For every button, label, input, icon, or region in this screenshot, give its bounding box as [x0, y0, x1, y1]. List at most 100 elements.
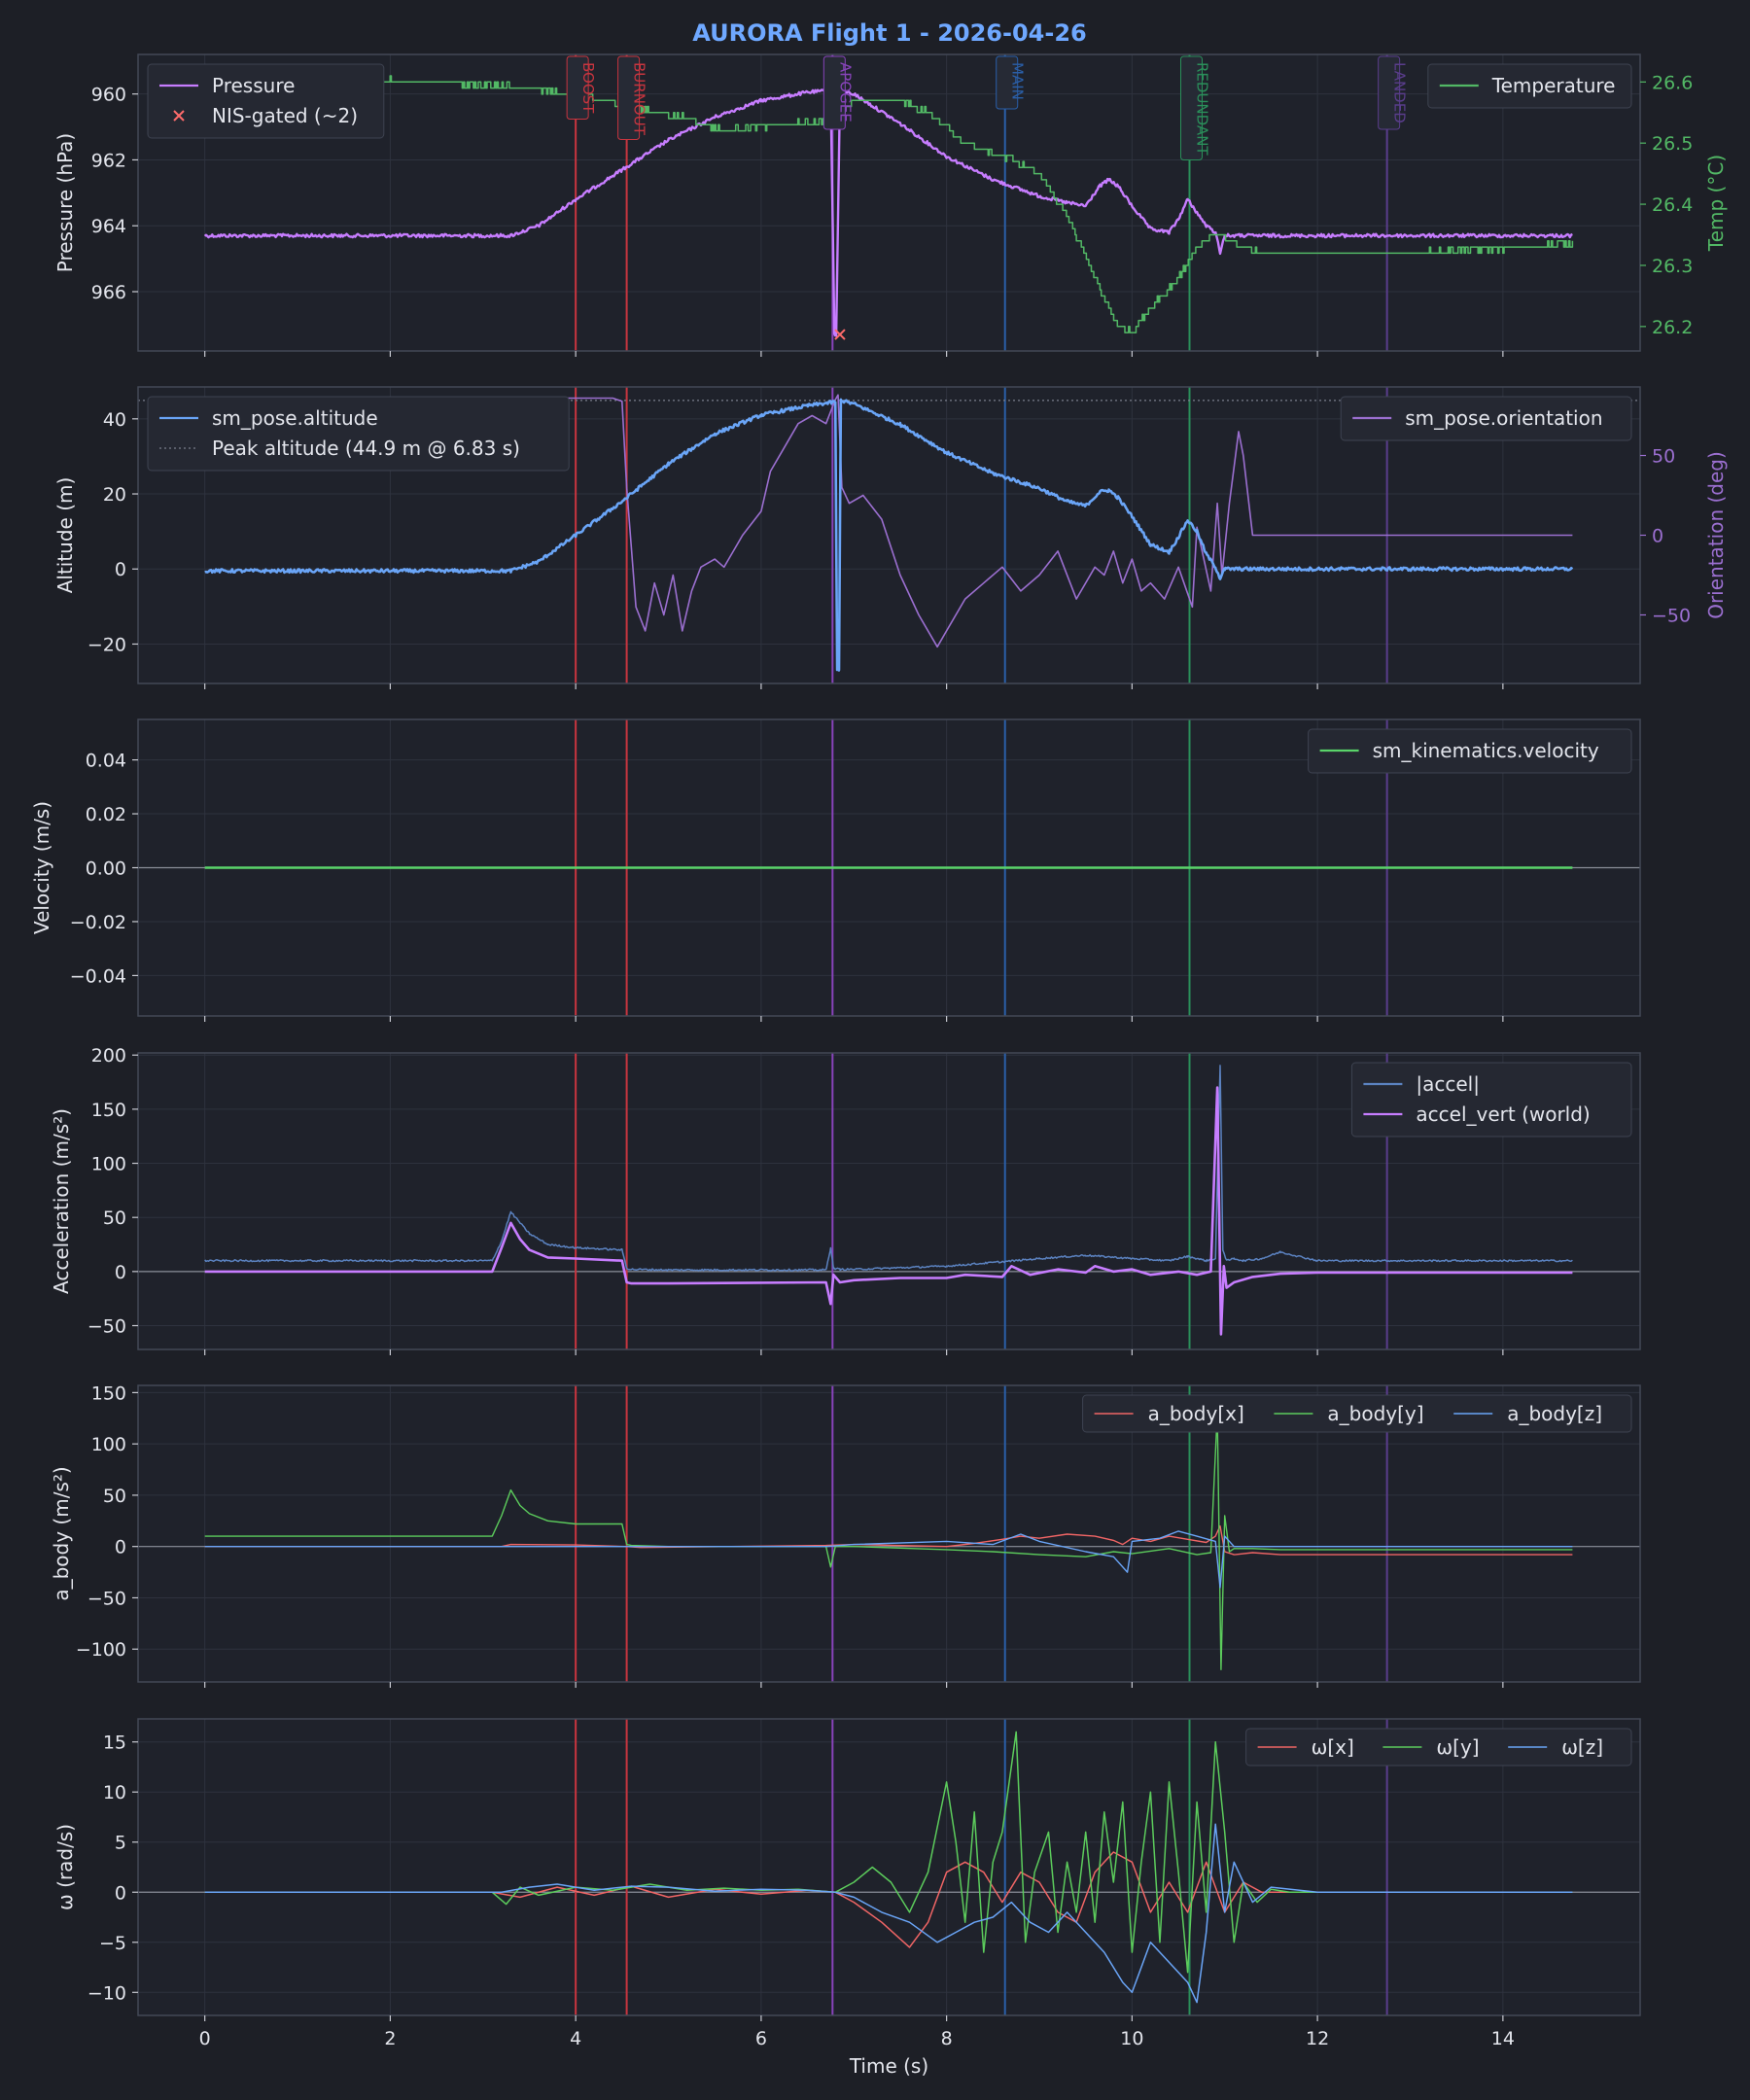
event-label-box-apogee	[822, 55, 846, 130]
series-group	[204, 1065, 1573, 1336]
y-tick-label: 100	[91, 1434, 126, 1455]
x-tick-label: 10	[1120, 2028, 1143, 2049]
y-axis-title: Acceleration (m/s²)	[50, 1108, 73, 1294]
y-tick-label: 5	[115, 1833, 126, 1854]
y2-tick-label: 26.5	[1652, 133, 1693, 155]
y-tick-label: 964	[91, 216, 126, 237]
event-label-box-landed	[1378, 55, 1401, 130]
x-tick-label: 4	[570, 2028, 581, 2049]
legend-label: sm_kinematics.velocity	[1373, 739, 1599, 762]
legend-top-right: a_body[x] a_body[y] a_body[z]	[1082, 1394, 1632, 1433]
y-axis-title: a_body (m/s²)	[50, 1466, 73, 1600]
plot-frame	[137, 1052, 1641, 1350]
nis-marker	[834, 329, 846, 340]
plot-area	[138, 1385, 1640, 1682]
series-group	[204, 1412, 1573, 1670]
legend-label: sm_pose.altitude	[212, 406, 378, 430]
y-tick-label: 0	[115, 1882, 126, 1904]
y-axis-title: Pressure (hPa)	[53, 133, 77, 272]
legend-label: a_body[y]	[1327, 1402, 1423, 1425]
series-sm-pose-orientation	[204, 394, 1573, 648]
x-tick-label: 0	[199, 2028, 211, 2049]
legend-label: ω[z]	[1561, 1735, 1603, 1759]
y-tick-label: 962	[91, 150, 126, 171]
plot-frame	[137, 53, 1641, 352]
legend-label: ω[x]	[1312, 1735, 1354, 1759]
x-ticks	[204, 683, 1504, 689]
x-ticks	[204, 1682, 1504, 1688]
y-tick-label: 15	[103, 1732, 126, 1754]
y-tick-label: −5	[99, 1933, 126, 1954]
series-group	[204, 1731, 1573, 2004]
legend-label: sm_pose.orientation	[1405, 406, 1602, 430]
y-tick-label: −0.02	[70, 912, 126, 933]
legend-top-left: sm_pose.altitude Peak altitude (44.9 m @ …	[147, 396, 570, 472]
y2-tick-label: 26.6	[1652, 72, 1693, 93]
legend-label: a_body[x]	[1148, 1402, 1244, 1425]
legend-box	[147, 63, 385, 139]
x-ticks: 0 2 4 6 8 10 12 14	[199, 2015, 1515, 2049]
y-ticks: −0.04 −0.02 0.00 0.02 0.04	[70, 751, 138, 987]
legend-box	[1350, 1062, 1632, 1138]
event-label-landed: LANDED	[1391, 62, 1409, 123]
y-ticks: −10 −5 0 5 10 15	[88, 1732, 138, 2004]
legend-label: a_body[z]	[1507, 1402, 1602, 1425]
y-ticks: −20 0 20 40	[88, 409, 138, 655]
panel-omega: −10 −5 0 5 10 15 ω (rad/s) 0 2 4 6 8 10 12 14 Time (s) ω…	[53, 1718, 1641, 2078]
legend-box	[1340, 396, 1632, 441]
panel-altitude: −20 0 20 40 −50 0 50 Orientation (deg) Altitude …	[53, 386, 1728, 689]
series-a-body-z	[204, 1530, 1573, 1589]
y-tick-label: 50	[103, 1486, 126, 1507]
series-a-body-y	[204, 1412, 1573, 1670]
series-accel	[204, 1065, 1573, 1272]
y2-tick-label: 26.4	[1652, 194, 1693, 216]
y-ticks: 960 962 964 966	[91, 85, 138, 303]
legend-label: |accel|	[1416, 1072, 1480, 1096]
series-temperature	[204, 75, 1574, 333]
y-tick-label: −0.04	[70, 965, 126, 987]
event-label-boost: BOOST	[579, 62, 597, 114]
y-axis-title: Altitude (m)	[53, 477, 77, 594]
legend-label: ω[y]	[1436, 1735, 1479, 1759]
y-tick-label: −50	[88, 1588, 126, 1609]
panel-pressure: BOOST BURNOUT APOGEE MAIN REDUNDANT LANDED 960…	[53, 53, 1728, 357]
y-tick-label: 150	[91, 1100, 126, 1121]
series-y	[204, 1731, 1573, 1974]
legend-top-right: |accel| accel_vert (world)	[1350, 1062, 1632, 1138]
y-ticks: −50 0 50 100 150 200	[88, 1045, 138, 1338]
figure-title: AURORA Flight 1 - 2026-04-26	[692, 19, 1086, 47]
plot-frame	[137, 1718, 1641, 2016]
y2-axis-title: Orientation (deg)	[1704, 451, 1728, 619]
y2-tick-label: 0	[1652, 526, 1663, 547]
legend-box	[1427, 63, 1632, 109]
legend-box	[1082, 1394, 1632, 1433]
y-tick-label: 100	[91, 1154, 126, 1175]
y-tick-label: −20	[88, 634, 126, 655]
legend-label: accel_vert (world)	[1416, 1102, 1590, 1126]
y2-ticks: −50 0 50	[1640, 446, 1691, 626]
y2-tick-label: −50	[1652, 605, 1691, 626]
event-label-burnout: BURNOUT	[631, 62, 648, 136]
legend-top-left: Pressure NIS-gated (~2)	[147, 63, 385, 139]
y2-tick-label: 26.2	[1652, 317, 1693, 338]
series-a-body-x	[204, 1524, 1573, 1556]
y-tick-label: 20	[103, 484, 126, 506]
x-tick-label: 8	[941, 2028, 953, 2049]
series-z	[204, 1823, 1573, 2004]
x-ticks	[204, 351, 1504, 357]
y2-tick-label: 26.3	[1652, 256, 1693, 277]
y-tick-label: 200	[91, 1045, 126, 1067]
event-label-box-main	[996, 55, 1019, 110]
y-tick-label: 0.00	[86, 858, 126, 880]
plot-area	[138, 1719, 1640, 2015]
series-sm-pose-altitude	[204, 398, 1574, 672]
event-label-redundant: REDUNDANT	[1194, 62, 1211, 156]
y-tick-label: 50	[103, 1208, 126, 1229]
x-ticks	[204, 1349, 1504, 1355]
y-tick-label: 0.04	[86, 751, 126, 772]
legend-box	[147, 396, 570, 472]
x-axis-title: Time (s)	[849, 2054, 928, 2078]
y-tick-label: 966	[91, 282, 126, 303]
